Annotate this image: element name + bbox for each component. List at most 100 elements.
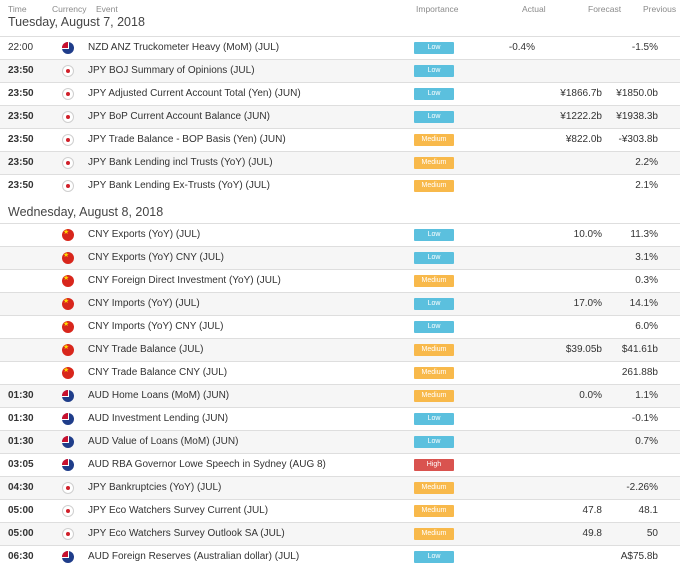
day-title: Wednesday, August 8, 2018: [8, 205, 164, 219]
event-row[interactable]: 04:30 JPY Bankruptcies (YoY) (JUL) Medium -…: [0, 476, 680, 499]
event-name: CNY Foreign Direct Investment (YoY) (JUL…: [88, 275, 281, 286]
actual-value: -0.4%: [508, 42, 535, 53]
cn-flag-icon: [62, 297, 74, 310]
previous-value: 14.1%: [629, 298, 658, 309]
header-currency: Currency: [52, 4, 87, 14]
au-flag-icon: [62, 413, 74, 425]
event-row[interactable]: 23:50 JPY Adjusted Current Account Total …: [0, 82, 680, 105]
event-row[interactable]: 23:50 JPY Bank Lending Ex-Trusts (YoY) (J…: [0, 174, 680, 197]
jp-flag-icon: [62, 528, 74, 540]
previous-value: 48.1: [638, 505, 658, 516]
event-time: 23:50: [8, 65, 34, 76]
event-time: 05:00: [8, 528, 34, 539]
event-time: 23:50: [8, 134, 34, 145]
importance-badge: Low: [414, 88, 454, 100]
importance-badge: Medium: [414, 157, 454, 169]
jp-flag-icon: [62, 157, 74, 169]
forecast-value: 10.0%: [573, 229, 602, 240]
event-row[interactable]: CNY Exports (YoY) (JUL) Low 10.0% 11.3%: [0, 223, 680, 246]
event-row[interactable]: 23:50 JPY BoP Current Account Balance (JU…: [0, 105, 680, 128]
event-list: 22:00 NZD ANZ Truckometer Heavy (MoM) (JU…: [0, 36, 680, 197]
event-row[interactable]: 06:30 AUD Foreign Reserves (Australian do…: [0, 545, 680, 568]
au-flag-icon: [62, 551, 74, 563]
previous-value: 261.88b: [621, 367, 658, 378]
event-row[interactable]: 23:50 JPY BOJ Summary of Opinions (JUL) Lo…: [0, 59, 680, 82]
event-time: 05:00: [8, 505, 34, 516]
event-row[interactable]: 23:50 JPY Trade Balance - BOP Basis (Yen)…: [0, 128, 680, 151]
importance-badge: Medium: [414, 528, 454, 540]
event-row[interactable]: CNY Foreign Direct Investment (YoY) (JUL…: [0, 269, 680, 292]
event-row[interactable]: 01:30 AUD Value of Loans (MoM) (JUN) Low 0.…: [0, 430, 680, 453]
event-row[interactable]: CNY Trade Balance CNY (JUL) Medium 261.88b: [0, 361, 680, 384]
importance-badge: Low: [414, 229, 454, 241]
event-time: 23:50: [8, 88, 34, 99]
previous-value: -2.26%: [626, 482, 658, 493]
previous-value: -0.1%: [631, 413, 658, 424]
importance-badge: Medium: [414, 344, 454, 356]
event-row[interactable]: 05:00 JPY Eco Watchers Survey Current (JU…: [0, 499, 680, 522]
event-name: AUD Home Loans (MoM) (JUN): [88, 390, 230, 401]
forecast-value: ¥1222.2b: [560, 111, 602, 122]
event-name: CNY Trade Balance (JUL): [88, 344, 204, 355]
event-time: 22:00: [8, 42, 34, 53]
previous-value: 1.1%: [635, 390, 658, 401]
au-flag-icon: [62, 436, 74, 448]
previous-value: 6.0%: [635, 321, 658, 332]
event-name: CNY Exports (YoY) (JUL): [88, 229, 201, 240]
event-row[interactable]: 03:05 AUD RBA Governor Lowe Speech in Syd…: [0, 453, 680, 476]
nz-flag-icon: [62, 42, 74, 54]
event-name: JPY BOJ Summary of Opinions (JUL): [88, 65, 255, 76]
event-row[interactable]: CNY Trade Balance (JUL) Medium $39.05b $41.…: [0, 338, 680, 361]
event-name: AUD Investment Lending (JUN): [88, 413, 229, 424]
au-flag-icon: [62, 390, 74, 402]
cn-flag-icon: [62, 251, 74, 264]
importance-badge: Medium: [414, 390, 454, 402]
event-row[interactable]: 01:30 AUD Investment Lending (JUN) Low -0.1…: [0, 407, 680, 430]
event-time: 03:05: [8, 459, 34, 470]
importance-badge: Medium: [414, 134, 454, 146]
event-time: 01:30: [8, 390, 34, 401]
event-row[interactable]: CNY Exports (YoY) CNY (JUL) Low 3.1%: [0, 246, 680, 269]
header-actual: Actual: [522, 4, 546, 14]
au-flag-icon: [62, 459, 74, 471]
event-time: 23:50: [8, 180, 34, 191]
event-name: NZD ANZ Truckometer Heavy (MoM) (JUL): [88, 42, 280, 53]
forecast-value: ¥822.0b: [565, 134, 602, 145]
event-row[interactable]: 23:50 JPY Bank Lending incl Trusts (YoY) …: [0, 151, 680, 174]
event-row[interactable]: CNY Imports (YoY) CNY (JUL) Low 6.0%: [0, 315, 680, 338]
day-title: Tuesday, August 7, 2018: [8, 15, 145, 29]
previous-value: 50: [646, 528, 658, 539]
previous-value: 2.1%: [635, 180, 658, 191]
event-name: JPY Eco Watchers Survey Current (JUL): [88, 505, 269, 516]
importance-badge: Low: [414, 551, 454, 563]
jp-flag-icon: [62, 134, 74, 146]
importance-badge: Low: [414, 321, 454, 333]
event-row[interactable]: 22:00 NZD ANZ Truckometer Heavy (MoM) (JU…: [0, 36, 680, 59]
event-name: AUD Foreign Reserves (Australian dollar)…: [88, 551, 300, 562]
event-time: 04:30: [8, 482, 34, 493]
event-row[interactable]: CNY Imports (YoY) (JUL) Low 17.0% 14.1%: [0, 292, 680, 315]
previous-value: 3.1%: [635, 252, 658, 263]
event-row[interactable]: 05:00 JPY Eco Watchers Survey Outlook SA …: [0, 522, 680, 545]
previous-value: 2.2%: [635, 157, 658, 168]
forecast-value: 17.0%: [573, 298, 602, 309]
event-name: JPY Bankruptcies (YoY) (JUL): [88, 482, 222, 493]
jp-flag-icon: [62, 482, 74, 494]
event-name: AUD Value of Loans (MoM) (JUN): [88, 436, 239, 447]
event-name: JPY Bank Lending incl Trusts (YoY) (JUL): [88, 157, 273, 168]
forecast-value: 0.0%: [579, 390, 602, 401]
event-name: CNY Imports (YoY) (JUL): [88, 298, 200, 309]
importance-badge: Low: [414, 298, 454, 310]
importance-badge: Low: [414, 413, 454, 425]
previous-value: ¥1938.3b: [616, 111, 658, 122]
event-name: JPY Adjusted Current Account Total (Yen)…: [88, 88, 301, 99]
event-name: AUD RBA Governor Lowe Speech in Sydney (…: [88, 459, 326, 470]
event-row[interactable]: 01:30 AUD Home Loans (MoM) (JUN) Medium 0.0…: [0, 384, 680, 407]
jp-flag-icon: [62, 65, 74, 77]
importance-badge: Medium: [414, 180, 454, 192]
header-event: Event: [96, 4, 118, 14]
event-name: JPY Bank Lending Ex-Trusts (YoY) (JUL): [88, 180, 270, 191]
importance-badge: High: [414, 459, 454, 471]
importance-badge: Medium: [414, 275, 454, 287]
importance-badge: Medium: [414, 505, 454, 517]
